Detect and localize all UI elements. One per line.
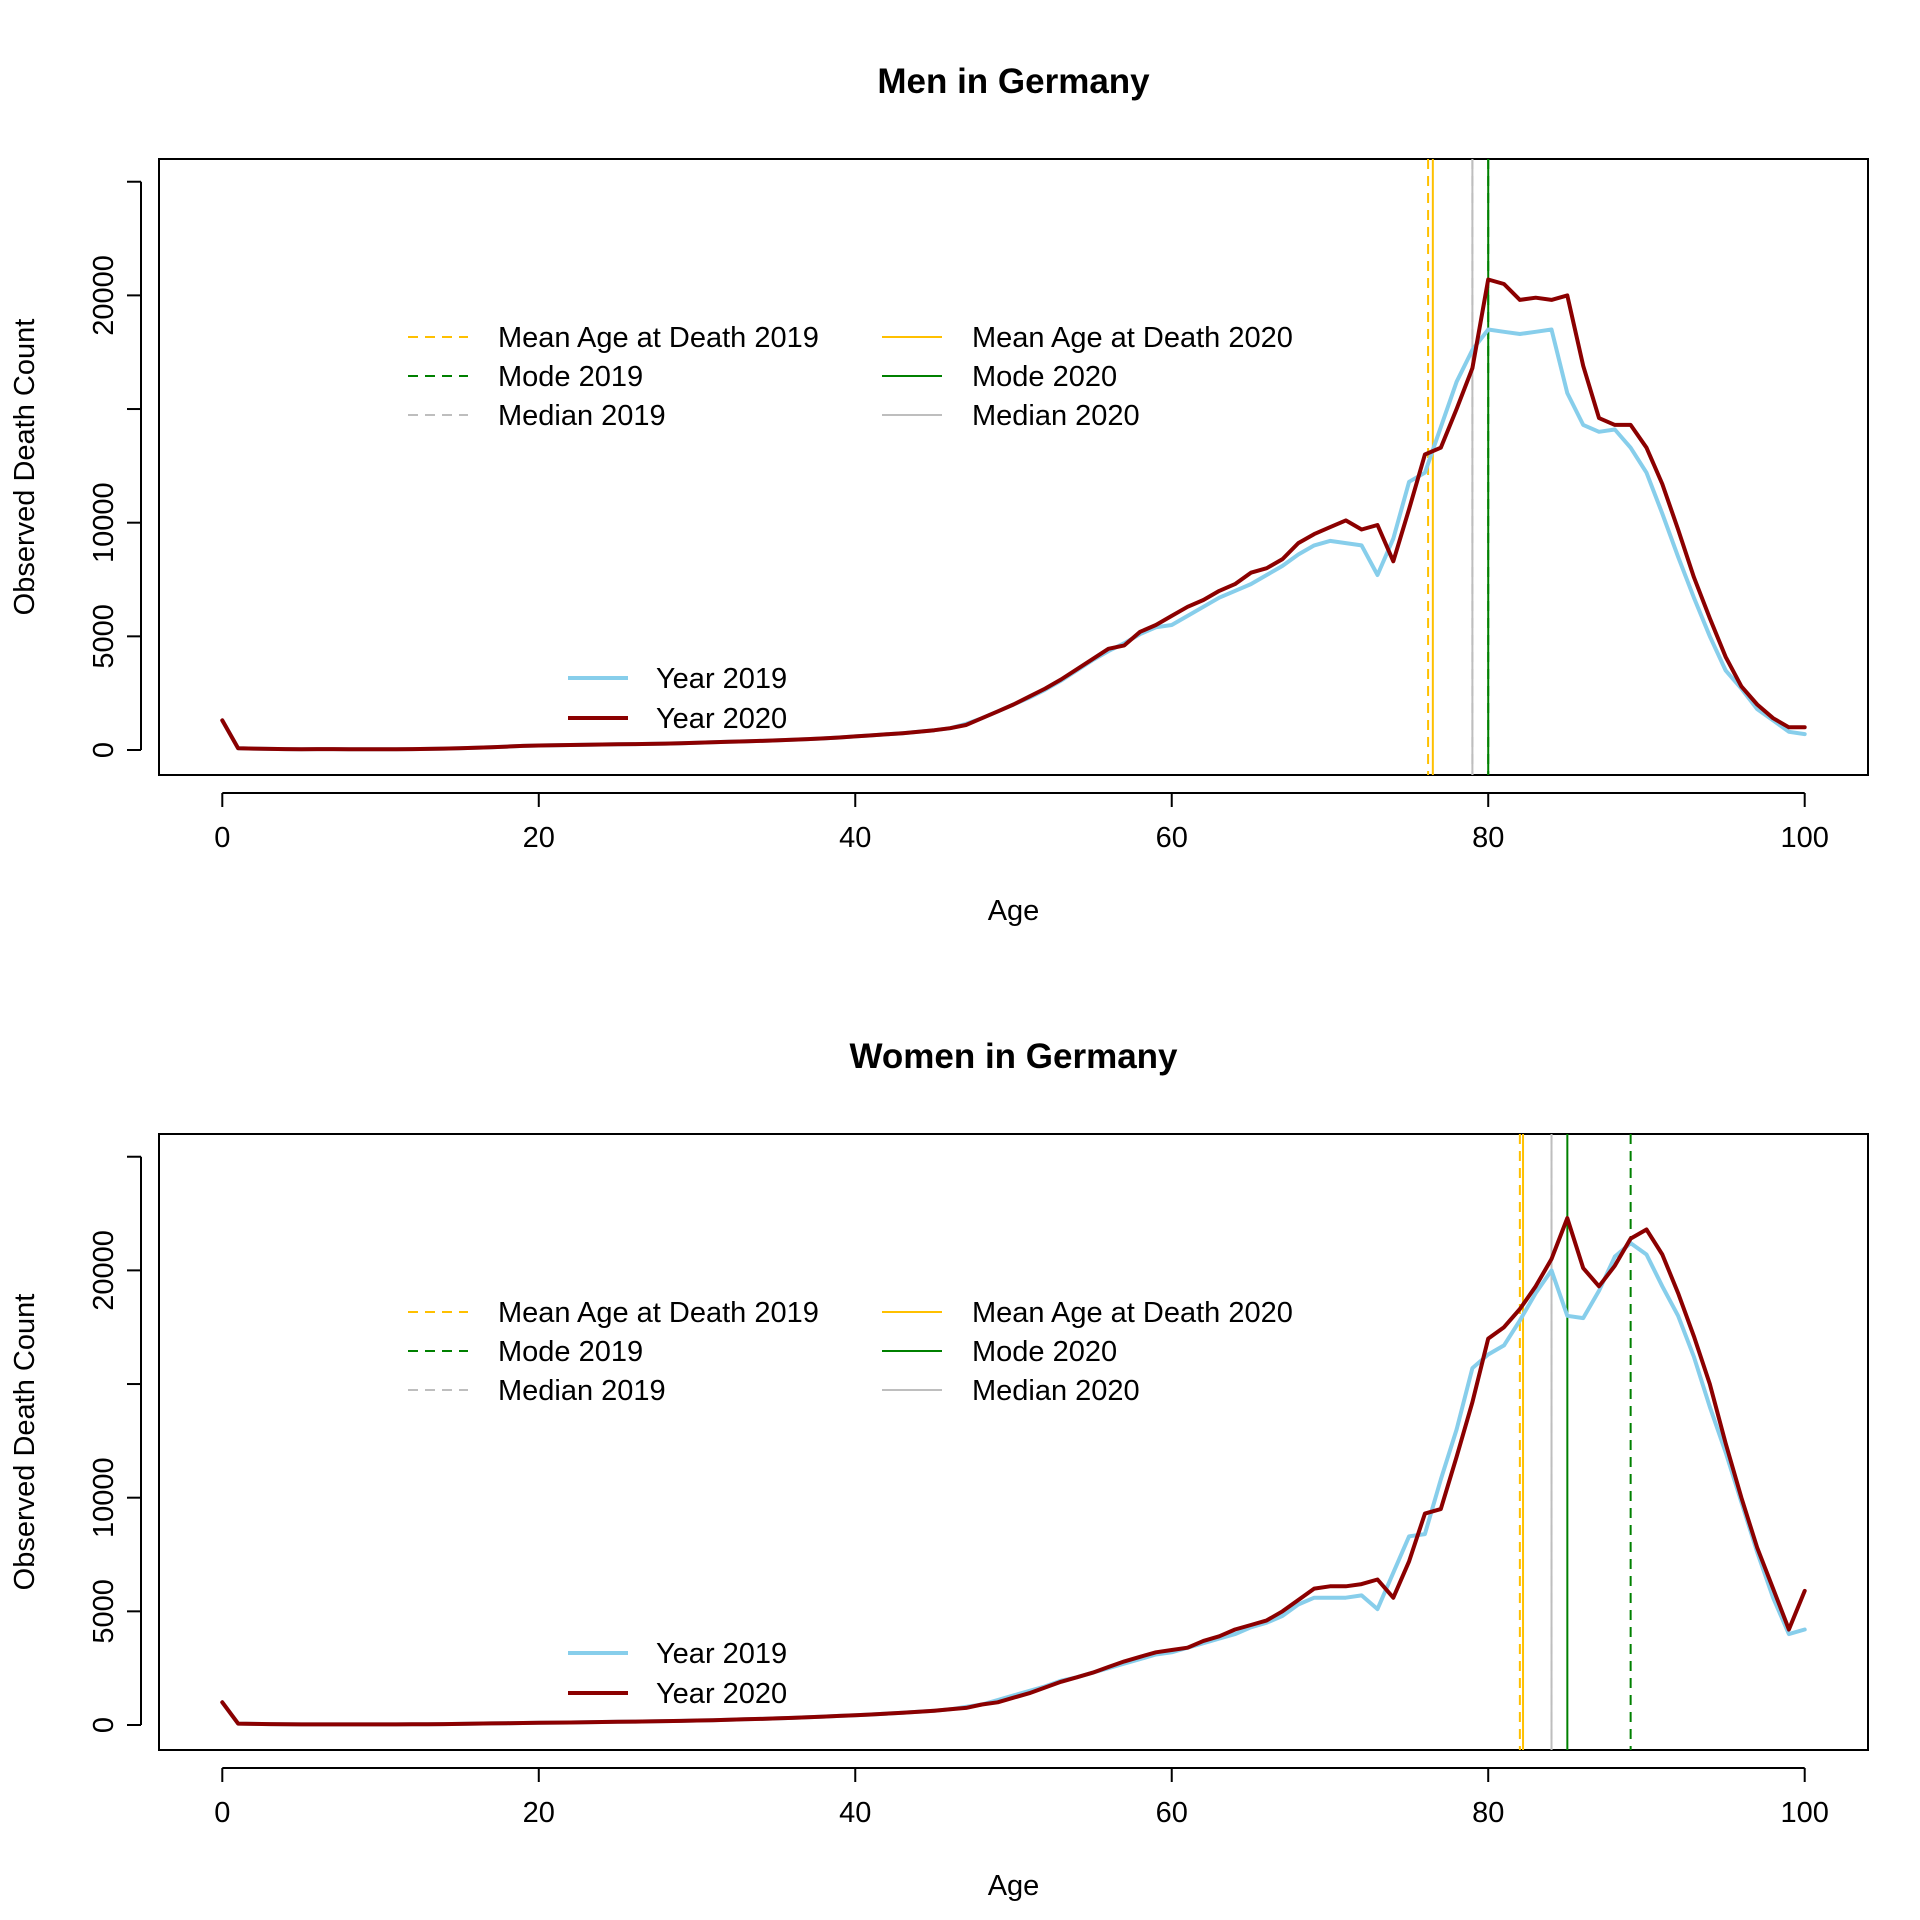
x-axis: 0 20 40 60 80 100 xyxy=(214,1767,1829,1829)
legend-label: Year 2019 xyxy=(656,663,787,695)
y-tick-label: 5000 xyxy=(88,1579,120,1644)
y-axis: 0 5000 10000 20000 xyxy=(88,180,142,758)
legend-label: Mean Age at Death 2019 xyxy=(498,1297,819,1329)
legend-label: Median 2019 xyxy=(498,400,666,432)
y-tick-label: 20000 xyxy=(88,1230,120,1311)
y-tick-label: 20000 xyxy=(88,255,120,336)
legend-label: Mode 2019 xyxy=(498,361,643,393)
x-tick-label: 60 xyxy=(1156,822,1188,854)
x-tick-label: 40 xyxy=(839,822,871,854)
x-tick-label: 100 xyxy=(1781,1797,1829,1829)
legend-label: Median 2020 xyxy=(972,400,1140,432)
legend-label: Median 2020 xyxy=(972,1375,1140,1407)
panel-men: Men in Germany 0 20 40 60 80 100 Age 0 5000 10000 2… xyxy=(9,62,1869,927)
reference-lines xyxy=(1518,1134,1632,1750)
y-tick-label: 10000 xyxy=(88,1457,120,1538)
x-tick-label: 100 xyxy=(1781,822,1829,854)
y-axis: 0 5000 10000 20000 xyxy=(88,1155,142,1733)
plot-frame xyxy=(158,158,1869,776)
series-line-year-2020 xyxy=(220,1216,1807,1727)
legend-label: Year 2019 xyxy=(656,1638,787,1670)
legend-years: Year 2019 Year 2020 xyxy=(568,663,787,735)
x-axis-label: Age xyxy=(988,895,1040,927)
legend-label: Mode 2020 xyxy=(972,361,1117,393)
legend-label: Year 2020 xyxy=(656,703,787,735)
y-axis-label: Observed Death Count xyxy=(9,319,41,616)
y-tick-label: 0 xyxy=(88,742,120,758)
legend-label: Mean Age at Death 2020 xyxy=(972,322,1293,354)
y-tick-label: 0 xyxy=(88,1717,120,1733)
y-tick-label: 10000 xyxy=(88,482,120,563)
x-tick-label: 40 xyxy=(839,1797,871,1829)
y-tick-label: 5000 xyxy=(88,604,120,669)
x-tick-label: 60 xyxy=(1156,1797,1188,1829)
x-tick-label: 0 xyxy=(214,1797,230,1829)
x-tick-label: 20 xyxy=(523,822,555,854)
legend-label: Mean Age at Death 2019 xyxy=(498,322,819,354)
legend-reference-lines: Mean Age at Death 2019 Mode 2019 Median 20… xyxy=(408,322,1293,432)
legend-label: Year 2020 xyxy=(656,1678,787,1710)
legend-reference-lines: Mean Age at Death 2019 Mode 2019 Median 20… xyxy=(408,1297,1293,1407)
legend-years: Year 2019 Year 2020 xyxy=(568,1638,787,1710)
x-tick-label: 80 xyxy=(1472,822,1504,854)
reference-lines xyxy=(1427,159,1490,775)
legend-label: Mode 2019 xyxy=(498,1336,643,1368)
legend-label: Median 2019 xyxy=(498,1375,666,1407)
x-tick-label: 20 xyxy=(523,1797,555,1829)
x-tick-label: 0 xyxy=(214,822,230,854)
x-tick-label: 80 xyxy=(1472,1797,1504,1829)
x-axis: 0 20 40 60 80 100 xyxy=(214,792,1829,854)
chart-title: Men in Germany xyxy=(877,62,1150,101)
series-line-year-2020 xyxy=(220,277,1807,752)
chart-title: Women in Germany xyxy=(849,1037,1178,1076)
y-axis-label: Observed Death Count xyxy=(9,1294,41,1591)
panel-women: Women in Germany 0 20 40 60 80 100 Age 0 5000 1000… xyxy=(9,1037,1869,1902)
legend-label: Mode 2020 xyxy=(972,1336,1117,1368)
plot-frame xyxy=(158,1133,1869,1751)
legend-label: Mean Age at Death 2020 xyxy=(972,1297,1293,1329)
x-axis-label: Age xyxy=(988,1870,1040,1902)
